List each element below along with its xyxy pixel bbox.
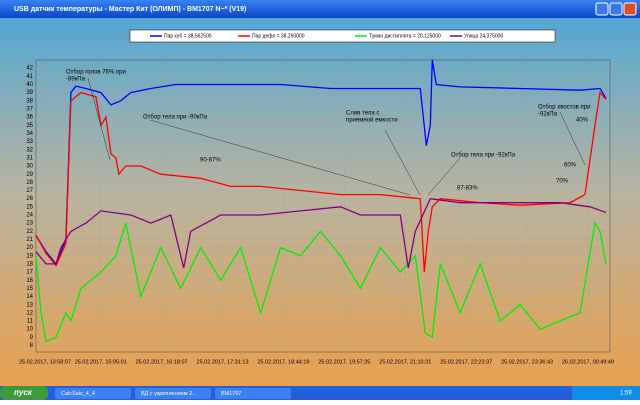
close-button[interactable] <box>623 2 637 16</box>
y-tick-label: 12 <box>26 310 33 316</box>
y-tick-label: 23 <box>26 221 33 227</box>
y-tick-label: 26 <box>26 196 33 202</box>
y-tick-label: 13 <box>26 302 33 308</box>
task-button[interactable] <box>135 388 211 399</box>
annotation: 70% <box>556 179 569 185</box>
tray <box>572 386 640 400</box>
y-tick-label: 22 <box>26 229 33 235</box>
y-tick-label: 19 <box>26 253 33 259</box>
task-label[interactable]: ВД с укреплением 2... <box>141 391 197 397</box>
annotation: Слив тела с <box>346 111 379 117</box>
y-tick-label: 35 <box>26 123 33 129</box>
y-tick-label: 39 <box>26 90 33 96</box>
x-tick-label: 25.02.2017, 23:36:43 <box>501 359 553 365</box>
annotation: Отбор хвостов при <box>538 105 590 111</box>
y-tick-label: 25 <box>26 204 33 210</box>
legend <box>129 29 556 43</box>
legend-label: Пар дефл = 38,250000 <box>252 33 305 39</box>
y-tick-label: 28 <box>26 180 33 186</box>
clock: 1:59 <box>620 391 632 397</box>
x-tick-label: 26.02.2017, 00:49:49 <box>562 359 614 365</box>
y-tick-label: 27 <box>26 188 33 194</box>
series-line <box>35 91 607 273</box>
y-tick-label: 36 <box>26 115 33 121</box>
annotation: приемной емкости <box>346 117 398 124</box>
y-tick-label: 18 <box>26 261 33 267</box>
series-line <box>35 197 607 269</box>
y-tick-label: 34 <box>26 131 33 137</box>
minimize-button[interactable] <box>595 2 609 16</box>
y-tick-label: 30 <box>26 164 33 170</box>
x-tick-label: 25.02.2017, 13:58:07 <box>19 359 71 365</box>
annotation: Отбор голов 76% при <box>66 70 126 76</box>
legend-label: Пар куб = 38,562500 <box>164 33 212 39</box>
y-tick-label: 14 <box>26 294 33 300</box>
annotation: Отбор тела при -92кПа <box>451 153 516 159</box>
start-label[interactable]: пуск <box>14 388 33 397</box>
y-tick-label: 40 <box>26 82 33 88</box>
annotation: 60% <box>564 163 577 169</box>
annotation-arrow <box>427 157 461 196</box>
task-label[interactable]: CalcSais_4_4 <box>61 391 95 397</box>
y-tick-label: 20 <box>26 245 33 251</box>
start-button[interactable] <box>0 386 48 400</box>
y-tick-label: 11 <box>27 319 34 325</box>
x-tick-label: 25.02.2017, 18:44:19 <box>257 359 309 365</box>
x-tick-label: 25.02.2017, 21:10:31 <box>379 359 431 365</box>
x-tick-label: 25.02.2017, 17:31:13 <box>197 359 249 365</box>
task-button[interactable] <box>215 388 291 399</box>
title-bar <box>0 0 640 18</box>
task-label[interactable]: BM1707 <box>221 391 242 397</box>
y-tick-label: 29 <box>26 172 33 178</box>
annotation: 90-87% <box>200 158 221 164</box>
x-tick-label: 25.02.2017, 22:23:37 <box>440 359 492 365</box>
maximize-button[interactable] <box>609 2 623 16</box>
annotation: -89кПа <box>66 77 86 83</box>
series-line <box>35 59 607 266</box>
legend-label: Улица 24,375000 <box>464 33 503 39</box>
y-tick-label: 31 <box>26 155 33 161</box>
y-tick-label: 41 <box>26 74 33 80</box>
y-tick-label: 17 <box>26 270 33 276</box>
annotation: 87-83% <box>457 186 478 192</box>
y-tick-label: 10 <box>26 327 33 333</box>
window-title: USB датчик температуры - Мастер Кит (ОЛИ… <box>14 6 246 13</box>
annotation-arrow <box>87 77 111 161</box>
y-tick-label: 8 <box>30 343 34 349</box>
y-tick-label: 38 <box>26 98 33 104</box>
annotation: -92кПа <box>538 112 558 118</box>
annotation-arrow <box>559 111 586 166</box>
x-tick-label: 25.02.2017, 15:05:01 <box>75 359 127 365</box>
y-tick-label: 21 <box>26 237 33 243</box>
y-tick-label: 33 <box>26 139 33 145</box>
y-tick-label: 37 <box>26 107 33 113</box>
annotation-arrow <box>149 119 411 196</box>
legend-label: Туман дистиллята = 20,125000 <box>369 33 441 39</box>
annotation: 40% <box>576 118 589 124</box>
y-tick-label: 15 <box>26 286 33 292</box>
annotation-arrow <box>384 129 421 196</box>
task-button[interactable] <box>55 388 131 399</box>
y-tick-label: 9 <box>30 335 34 341</box>
y-tick-label: 16 <box>26 278 33 284</box>
x-tick-label: 25.02.2017, 19:57:25 <box>318 359 370 365</box>
plot-frame <box>35 59 611 353</box>
series-line <box>35 221 607 343</box>
x-tick-label: 25.02.2017, 16:18:07 <box>136 359 188 365</box>
y-tick-label: 32 <box>26 147 33 153</box>
y-tick-label: 42 <box>26 66 33 72</box>
y-tick-label: 24 <box>26 213 33 219</box>
annotation: Отбор тела при -90кПа <box>143 115 208 121</box>
